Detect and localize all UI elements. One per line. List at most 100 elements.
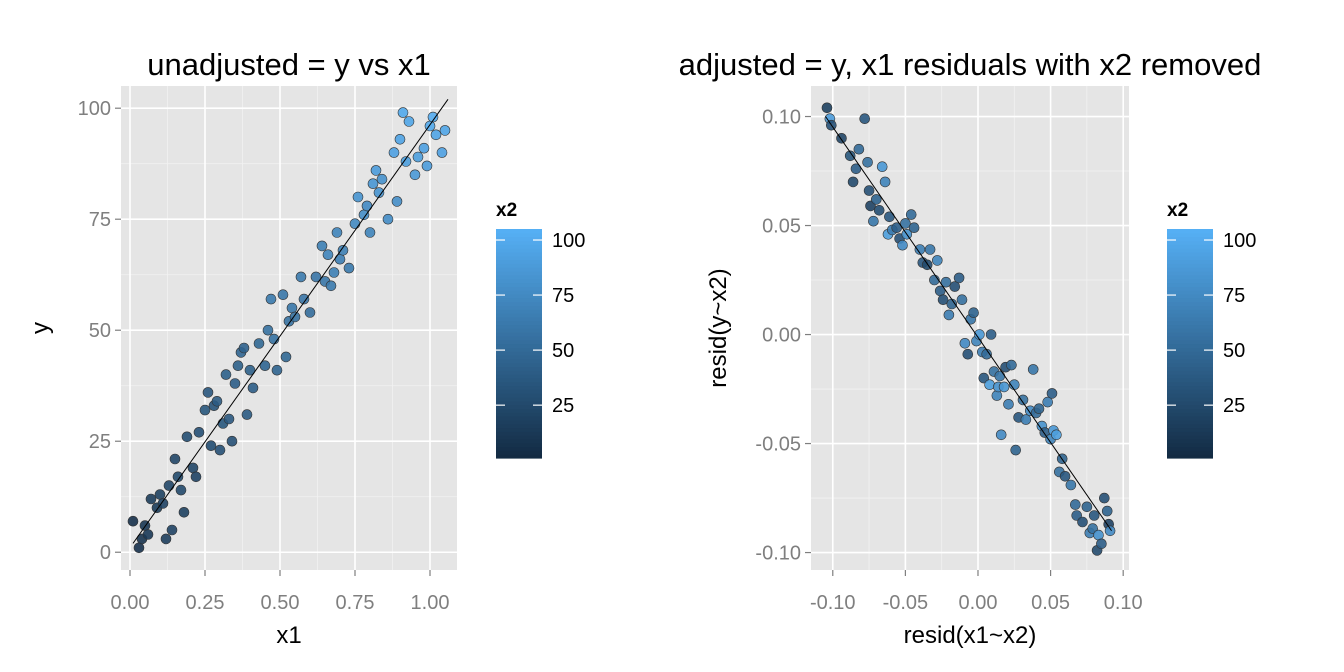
data-point: [900, 218, 911, 229]
colorbar-segment: [1167, 419, 1213, 425]
data-point: [226, 435, 238, 447]
colorbar-segment: [496, 442, 542, 448]
x-tick-label: 0.10: [1104, 592, 1143, 614]
colorbar-segment: [496, 232, 542, 238]
colorbar-segment: [1167, 423, 1213, 429]
colorbar-segment: [496, 282, 542, 287]
x-tick-label: 0.05: [1031, 592, 1070, 614]
colorbar-segment: [496, 324, 542, 329]
x-tick-label: 1.00: [411, 592, 450, 614]
data-point: [421, 160, 433, 172]
colorbar-segment: [496, 351, 542, 356]
colorbar-segment: [1167, 332, 1213, 337]
colorbar-segment: [1167, 450, 1213, 455]
colorbar-segment: [1167, 286, 1213, 291]
colorbar-segment: [1167, 339, 1213, 345]
data-point: [316, 240, 328, 252]
colorbar-segment: [496, 354, 542, 360]
data-point: [295, 271, 307, 283]
legend-tick-label: 100: [552, 230, 585, 252]
y-tick-label: 100: [78, 98, 111, 120]
data-point: [949, 281, 961, 292]
legend-tick-label: 75: [1223, 285, 1245, 307]
data-point: [253, 338, 265, 349]
colorbar-segment: [1167, 244, 1213, 249]
x-axis-label: resid(x1~x2): [904, 622, 1037, 649]
colorbar-segment: [1167, 400, 1213, 406]
colorbar-segment: [496, 312, 542, 318]
colorbar-segment: [496, 366, 542, 371]
colorbar-segment: [1167, 293, 1213, 299]
colorbar-segment: [496, 400, 542, 406]
data-point: [403, 116, 415, 127]
data-point: [1042, 396, 1053, 408]
data-point: [998, 381, 1010, 393]
data-point: [1081, 501, 1093, 513]
data-point: [868, 215, 879, 227]
data-point: [367, 178, 379, 189]
data-point: [863, 185, 875, 196]
data-point: [199, 404, 211, 416]
chart-title: unadjusted = y vs x1: [147, 47, 430, 82]
data-point: [879, 176, 891, 188]
data-point: [328, 267, 340, 278]
data-point: [142, 529, 154, 540]
data-point: [962, 348, 974, 360]
y-tick-label: 75: [89, 209, 111, 231]
colorbar-segment: [1167, 389, 1213, 394]
data-point: [391, 196, 403, 207]
colorbar-segment: [496, 370, 542, 375]
x-tick-label: 0.00: [111, 592, 150, 614]
data-point: [1051, 429, 1062, 441]
data-point: [1059, 470, 1071, 482]
data-point: [400, 156, 412, 167]
data-point: [436, 147, 448, 158]
colorbar-segment: [496, 416, 542, 421]
colorbar-segment: [496, 263, 542, 268]
legend-tick-label: 50: [552, 340, 574, 362]
legend-tick-label: 25: [552, 395, 574, 417]
colorbar-segment: [1167, 381, 1213, 387]
colorbar-segment: [1167, 442, 1213, 448]
colorbar-segment: [496, 229, 542, 234]
data-point: [1027, 364, 1039, 375]
data-point: [1088, 510, 1100, 521]
colorbar-segment: [1167, 347, 1213, 352]
colorbar-segment: [496, 412, 542, 417]
data-point: [322, 249, 334, 260]
data-point: [1077, 516, 1088, 528]
colorbar-segment: [496, 244, 542, 249]
colorbar-segment: [1167, 377, 1213, 383]
colorbar-segment: [496, 339, 542, 345]
data-point: [418, 142, 430, 154]
data-point: [286, 302, 298, 314]
data-point: [163, 480, 175, 491]
data-point: [1017, 394, 1029, 406]
data-point: [1070, 499, 1081, 510]
x-tick-label: 0.75: [336, 592, 375, 614]
colorbar-segment: [496, 267, 542, 272]
data-point: [352, 191, 364, 203]
data-point: [953, 272, 965, 284]
colorbar-segment: [1167, 438, 1213, 444]
colorbar-segment: [1167, 263, 1213, 268]
colorbar-segment: [496, 328, 542, 333]
colorbar-segment: [1167, 255, 1213, 261]
data-point: [937, 294, 949, 306]
data-point: [223, 413, 235, 425]
data-point: [1099, 492, 1110, 504]
colorbar-segment: [1167, 274, 1213, 280]
data-point: [1101, 505, 1113, 517]
data-point: [1046, 388, 1058, 399]
colorbar-segment: [496, 286, 542, 291]
data-point: [850, 163, 862, 175]
data-point: [325, 280, 337, 292]
x-tick-label: 0.00: [959, 592, 998, 614]
data-point: [908, 222, 920, 233]
colorbar-segment: [1167, 236, 1213, 242]
data-point: [394, 134, 406, 145]
data-point: [991, 390, 1003, 401]
colorbar-segment: [1167, 278, 1213, 284]
fit-line: [132, 99, 449, 544]
